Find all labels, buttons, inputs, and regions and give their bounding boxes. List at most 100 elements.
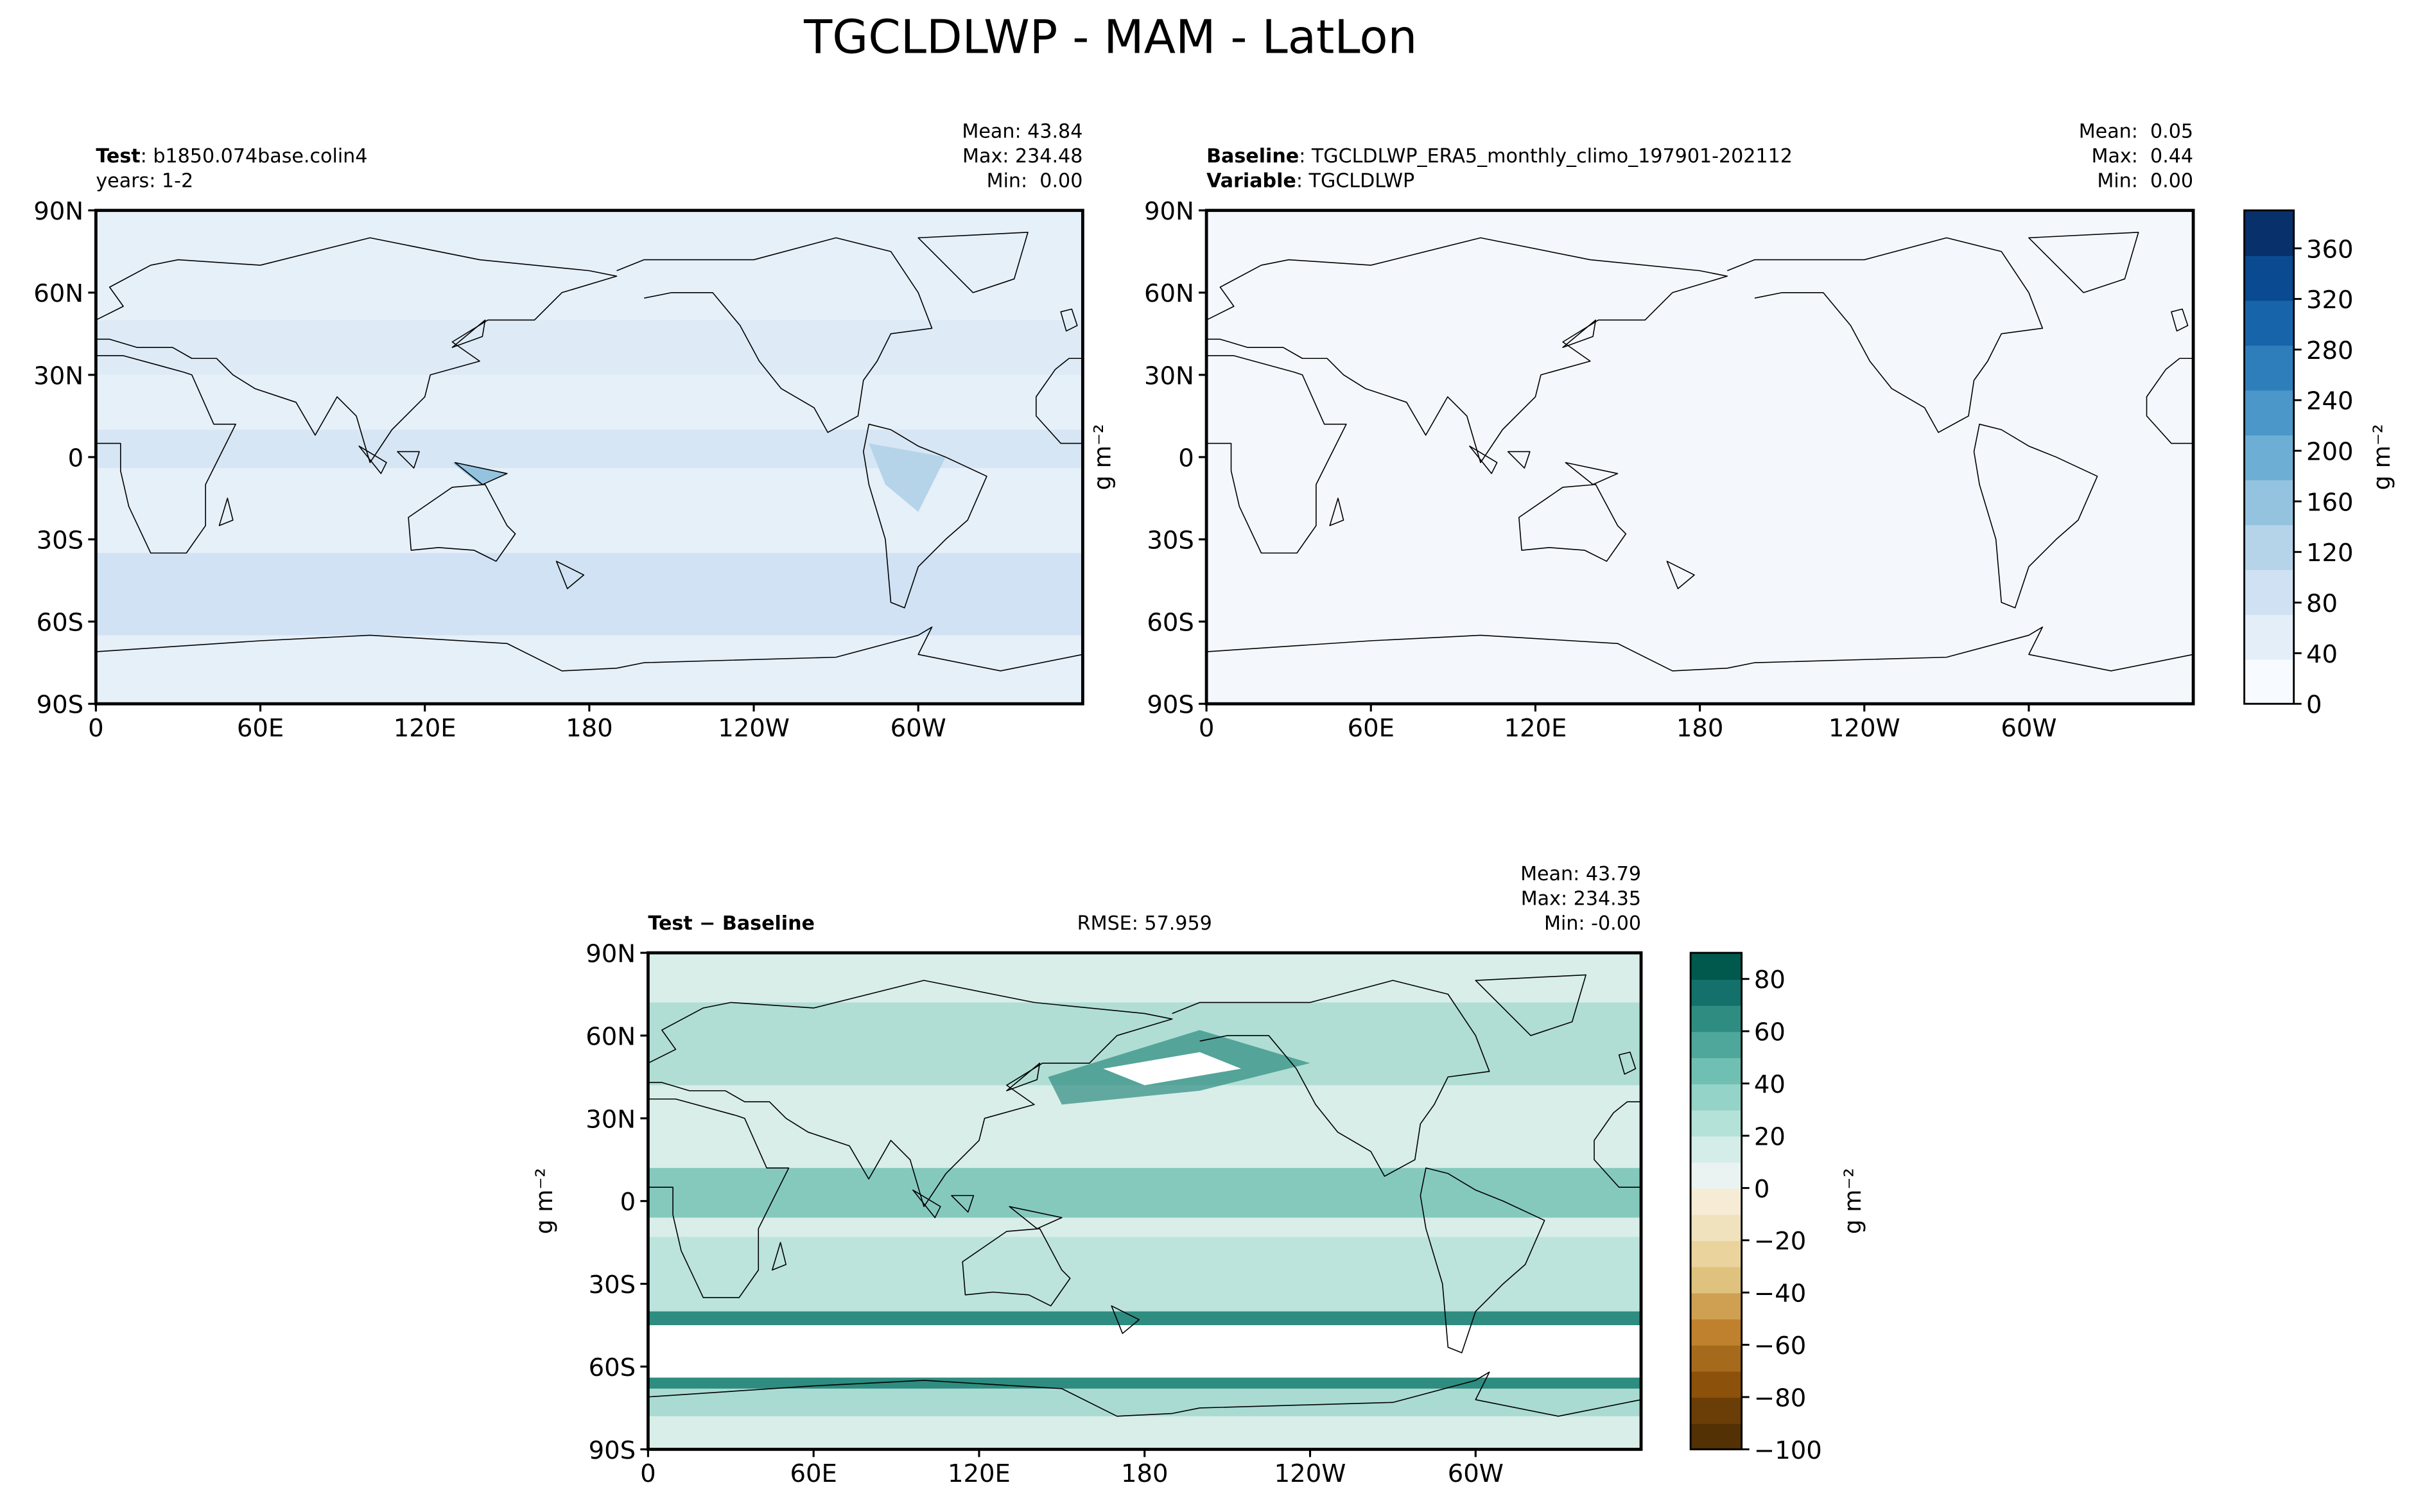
map-area [648,953,1642,1450]
x-tick-label: 120E [1504,714,1567,743]
colorbar-frame [2243,209,2295,705]
x-tick-label: 180 [566,714,613,743]
colorbar-tick-label: −20 [1754,1227,1806,1256]
y-axis-label: g m⁻² [530,1168,558,1234]
panel-label: Baseline: TGCLDLWP_ERA5_monthly_climo_19… [1206,145,1793,168]
label-text: : b1850.074base.colin4 [141,145,368,168]
y-tick-label: 90S [37,691,84,720]
stat-label: Mean: 43.84 [962,120,1082,143]
label-bold: Variable [1206,170,1296,193]
y-tick-label: 30S [37,526,84,555]
y-tick-label: 0 [620,1188,636,1217]
label-text: years: 1-2 [96,170,193,193]
colorbar-tick-label: 40 [1754,1070,1786,1099]
colorbar-tick-label: 280 [2306,336,2354,365]
y-tick-label: 30N [586,1105,636,1134]
y-tick-label: 60S [1147,609,1194,638]
colorbar-label: g m⁻² [2368,424,2395,490]
x-tick-label: 120W [718,714,790,743]
y-tick-label: 90S [589,1436,636,1465]
y-axis-label: g m⁻² [1089,424,1117,490]
colorbar-segment [1690,1396,1742,1424]
y-tick-label: 30S [589,1271,636,1299]
panel-label: years: 1-2 [96,170,193,193]
colorbar-segment [1690,1005,1742,1032]
annotation: RMSE: 57.959 [1077,912,1212,935]
colorbar-segment [2244,524,2294,570]
x-tick-label: 60W [891,714,946,743]
colorbar-tick-label: −40 [1754,1280,1806,1308]
colorbar-segment [1690,953,1742,980]
colorbar-segment [2244,210,2294,256]
map-area [96,210,1082,704]
colorbar-tick-label: 240 [2306,387,2354,416]
x-tick-label: 60E [1348,714,1395,743]
colorbar-segment [1690,1161,1742,1189]
colorbar-segment [1690,1423,1742,1450]
stat-label: Min: 0.00 [2097,170,2193,193]
colorbar-segment [1690,1083,1742,1111]
colorbar-segment [2244,300,2294,346]
y-tick-label: 30N [1144,361,1194,390]
y-tick-label: 90N [586,940,636,969]
colorbar-tick-label: 120 [2306,539,2354,568]
x-tick-label: 0 [1199,714,1215,743]
y-tick-label: 60S [37,609,84,638]
colorbar-segment [1690,1240,1742,1267]
x-tick-label: 0 [88,714,104,743]
stat-label: Min: -0.00 [1544,912,1641,935]
colorbar-segment [1690,978,1742,1006]
label-text: : TGCLDLWP_ERA5_monthly_climo_197901-202… [1299,145,1793,168]
colorbar-tick-label: 60 [1754,1018,1786,1047]
colorbar-tick-label: 360 [2306,235,2354,264]
colorbar-segment [2244,345,2294,391]
colorbar-tick-label: 80 [2306,589,2338,618]
stat-label: Max: 234.48 [962,145,1082,168]
y-tick-label: 90N [1144,197,1194,226]
colorbar-segment [2244,614,2294,660]
x-tick-label: 60E [790,1459,837,1488]
x-tick-label: 60W [2001,714,2056,743]
colorbar-tick-label: 0 [2306,691,2322,720]
colorbar-segment [2244,435,2294,481]
colorbar-tick-label: 20 [1754,1122,1786,1151]
x-tick-label: 60E [237,714,284,743]
y-tick-label: 60N [1144,279,1194,308]
colorbar-tick-label: 40 [2306,640,2338,669]
colorbar-frame [1689,952,1743,1450]
figure-title: TGCLDLWP - MAM - LatLon [803,11,1417,65]
colorbar-segment [2244,255,2294,301]
colorbar-segment [2244,659,2294,705]
colorbar-tick-label: −80 [1754,1384,1806,1412]
colorbar-tick-label: 200 [2306,438,2354,467]
colorbar-segment [1690,1344,1742,1372]
x-tick-label: 60W [1448,1459,1504,1488]
colorbar-tick-label: 0 [1754,1175,1770,1204]
colorbar-segment [1690,1188,1742,1215]
colorbar-segment [2244,390,2294,436]
stat-label: Max: 234.35 [1521,887,1641,910]
x-tick-label: 0 [640,1459,656,1488]
colorbar-segment [1690,1109,1742,1137]
colorbar-segment [1690,1292,1742,1320]
map-shading [648,1002,1642,1416]
map-area [1206,210,2193,704]
colorbar-segment [2244,569,2294,615]
stat-label: Max: 0.44 [2092,145,2194,168]
y-tick-label: 0 [1178,444,1194,473]
y-tick-label: 90S [1147,691,1194,720]
colorbar-label: g m⁻² [1839,1168,1866,1234]
colorbar-segment [1690,1031,1742,1059]
colorbar-tick-label: 160 [2306,488,2354,517]
y-tick-label: 30S [1147,526,1194,555]
colorbar-segment [1690,1214,1742,1241]
colorbar-segment [1690,1057,1742,1084]
label-text: : TGCLDLWP [1296,170,1414,193]
x-tick-label: 120E [948,1459,1011,1488]
panel-label: Test: b1850.074base.colin4 [96,145,367,168]
colorbar-segment [2244,479,2294,525]
colorbar-tick-label: 320 [2306,286,2354,315]
label-bold: Baseline [1206,145,1299,168]
panel-label: Test − Baseline [648,912,815,935]
